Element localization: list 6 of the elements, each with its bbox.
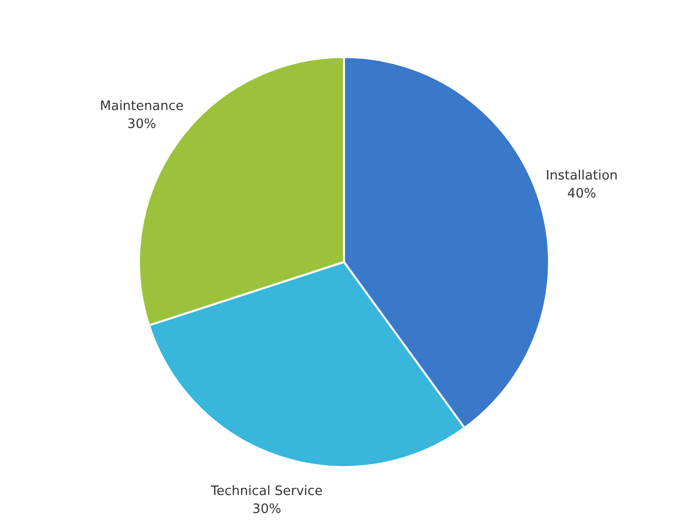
data-label: 30% — [127, 117, 156, 132]
data-label: 30% — [252, 502, 282, 517]
slice-label: Maintenance — [100, 99, 184, 114]
slice-label: Technical Service — [210, 484, 323, 499]
slice-label: Installation — [546, 168, 618, 184]
data-label: 40% — [567, 186, 596, 202]
